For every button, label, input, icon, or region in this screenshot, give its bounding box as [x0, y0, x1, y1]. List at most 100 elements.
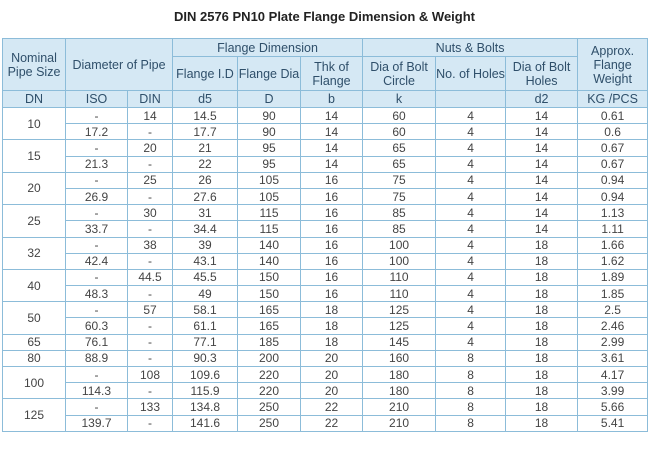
unit-cell: DIN: [126, 90, 174, 108]
data-cell: 21.3: [65, 155, 128, 173]
data-cell: 16: [300, 285, 364, 303]
data-cell: 140: [237, 236, 302, 254]
data-cell: 4: [435, 236, 507, 254]
data-cell: 45.5: [172, 268, 239, 287]
unit-cell: k: [362, 90, 437, 108]
data-cell: 65: [362, 139, 437, 157]
row: 42.4-43.1 140 16 100 4 18 1.62: [3, 252, 649, 270]
data-cell: 180: [362, 382, 437, 400]
data-cell: 18: [505, 268, 579, 287]
data-cell: 75: [362, 187, 437, 206]
data-cell: 4: [435, 187, 507, 206]
data-cell: -: [65, 236, 128, 254]
data-cell: -: [126, 349, 174, 368]
data-cell: 22: [300, 414, 364, 432]
data-cell: 2.99: [577, 333, 649, 351]
header-cell: Diameter of Pipe: [64, 38, 174, 91]
data-cell: 210: [362, 398, 437, 416]
data-cell: 150: [237, 285, 302, 303]
data-cell: 49: [172, 285, 239, 303]
data-cell: 14: [505, 106, 579, 125]
row: 26.9-27.6 105 16 75 4 14 0.94: [3, 187, 649, 206]
header-cell: Dia of Bolt Holes: [505, 56, 579, 91]
data-cell: 0.67: [577, 139, 649, 157]
data-cell: 95: [237, 139, 302, 157]
unit-cell: [435, 90, 507, 108]
data-cell: 165: [237, 317, 302, 335]
data-cell: 22: [172, 155, 239, 173]
data-cell: 88.9: [65, 349, 128, 368]
data-cell: 100: [362, 236, 437, 254]
data-cell: 1.66: [577, 236, 649, 254]
unit-cell: D: [237, 90, 302, 108]
row: 21.3-22 95 14 65 4 14 0.67: [3, 155, 649, 173]
data-cell: 60.3: [65, 317, 128, 335]
data-cell: 14: [505, 187, 579, 206]
data-cell: 165: [237, 301, 302, 319]
data-cell: 75: [362, 171, 437, 189]
data-cell: 8: [435, 382, 507, 400]
row: 60.3-61.1 165 18 125 4 18 2.46: [3, 317, 649, 335]
data-cell: 65: [362, 155, 437, 173]
data-cell: -: [126, 317, 174, 335]
dn-cell: 10: [2, 106, 66, 141]
dn-cell: 15: [2, 139, 66, 173]
data-cell: -: [126, 155, 174, 173]
data-cell: 4: [435, 268, 507, 287]
data-cell: 18: [505, 285, 579, 303]
data-cell: 8: [435, 365, 507, 384]
data-cell: 220: [237, 382, 302, 400]
data-cell: 0.67: [577, 155, 649, 173]
data-cell: 105: [237, 171, 302, 189]
data-cell: 43.1: [172, 252, 239, 270]
data-cell: 115: [237, 220, 302, 238]
dn-cell: 40: [2, 268, 66, 303]
row: 125-133 134.8 250 22 210 8 18 5.66: [2, 398, 649, 432]
unit-cell: b: [300, 90, 364, 108]
data-cell: 108: [126, 365, 174, 384]
data-cell: 134.8: [172, 398, 239, 416]
dn-cell: 100: [2, 365, 66, 400]
data-cell: 4: [435, 123, 507, 141]
data-cell: 133: [126, 398, 174, 416]
data-cell: -: [126, 187, 174, 206]
dn-cell: 80: [2, 349, 66, 368]
data-cell: 22: [300, 398, 364, 416]
data-cell: -: [65, 106, 128, 125]
data-cell: 26.9: [65, 187, 128, 206]
data-cell: 1.13: [577, 204, 649, 222]
data-cell: 4: [435, 333, 507, 351]
data-cell: 76.1: [65, 333, 128, 351]
data-cell: 1.85: [577, 285, 649, 303]
data-cell: 18: [505, 414, 579, 432]
title: DIN 2576 PN10 Plate Flange Dimension & W…: [173, 9, 475, 24]
header-cell: Flange I.D: [172, 56, 239, 91]
unit-cell: d2: [505, 90, 579, 108]
data-cell: 1.62: [577, 252, 649, 270]
row: 48.3-49 150 16 110 4 18 1.85: [3, 285, 649, 303]
data-cell: 21: [172, 139, 239, 157]
data-cell: 14: [505, 139, 579, 157]
data-cell: 60: [362, 123, 437, 141]
data-cell: 0.6: [577, 123, 649, 141]
row: 80 88.9-90.3 200 20 160 8 18 3.61: [2, 349, 649, 368]
data-cell: 4: [435, 155, 507, 173]
data-cell: 14: [300, 155, 364, 173]
dn-cell: 65: [2, 333, 66, 351]
data-cell: 42.4: [65, 252, 128, 270]
data-cell: 44.5: [126, 268, 174, 287]
data-cell: 185: [237, 333, 302, 351]
data-cell: 4: [435, 139, 507, 157]
data-cell: 57: [126, 301, 174, 319]
data-cell: 250: [237, 398, 302, 416]
row: 139.7-141.6 250 22 210 8 18 5.41: [3, 414, 649, 432]
data-cell: 33.7: [65, 220, 128, 238]
header-cell: Thk of Flange: [300, 56, 364, 91]
data-cell: 34.4: [172, 220, 239, 238]
row: 20-25 26 105 16 75 4 14 0.94: [2, 171, 649, 206]
data-cell: 4: [435, 317, 507, 335]
dn-cell: 50: [2, 301, 66, 335]
data-cell: 18: [300, 333, 364, 351]
data-cell: 14: [126, 106, 174, 125]
data-cell: 110: [362, 268, 437, 287]
